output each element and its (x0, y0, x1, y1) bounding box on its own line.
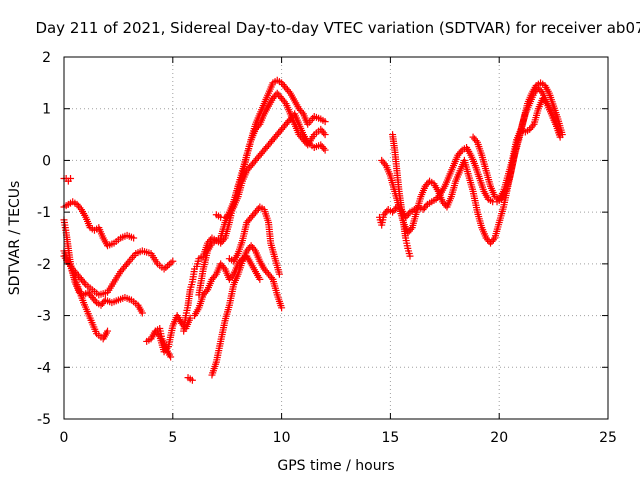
data-point-track-j (320, 144, 328, 152)
data-point-track-o (405, 210, 413, 218)
data-point-track-r (529, 122, 537, 130)
x-tick-label: 5 (168, 430, 177, 446)
y-tick-label: -4 (37, 360, 51, 376)
data-point-track-o (422, 202, 430, 210)
data-point-track-m (202, 287, 210, 295)
data-point-track-d (138, 309, 146, 317)
data-point-track-j (321, 146, 329, 154)
data-point-track-r (556, 133, 564, 141)
chart-title: Day 211 of 2021, Sidereal Day-to-day VTE… (35, 19, 640, 37)
data-point-track-i (281, 98, 289, 106)
data-point-track-p (489, 236, 497, 244)
data-point-track-b (104, 327, 112, 335)
axis-ticks: 0 5 10 15 20 25 -5 -4 -3 -2 -1 0 1 2 (37, 50, 617, 446)
data-point-track-m (256, 275, 264, 283)
x-tick-label: 25 (599, 430, 617, 446)
data-point-track-m (237, 256, 245, 264)
data-point-track-p (407, 225, 415, 233)
data-point-track-k (267, 274, 275, 282)
grid-lines (64, 57, 608, 419)
x-tick-label: 15 (381, 430, 399, 446)
data-point-track-l (275, 270, 283, 278)
data-point-track-c (130, 234, 138, 242)
data-point-track-i (321, 131, 329, 139)
data-point-track-e (67, 175, 75, 183)
data-point-track-o (457, 148, 465, 156)
data-point-track-k (278, 304, 286, 312)
data-point-track-a (80, 279, 88, 287)
plot-frame (63, 56, 609, 420)
data-point-track-g (167, 353, 175, 361)
data-point-track-h (298, 108, 306, 116)
data-point-track-q (406, 252, 414, 260)
data-point-track-i (254, 122, 262, 130)
data-point-track-h (285, 87, 293, 95)
x-tick-label: 0 (60, 430, 69, 446)
x-tick-label: 10 (273, 430, 291, 446)
y-axis-label: SDTVAR / TECUs (7, 181, 23, 296)
data-point-track-h (321, 118, 329, 126)
y-tick-label: 1 (42, 102, 51, 118)
data-point-track-k (250, 245, 258, 253)
data-point-track-r (472, 137, 480, 145)
y-tick-label: 0 (42, 153, 51, 169)
x-tick-label: 20 (490, 430, 508, 446)
y-tick-label: -2 (37, 257, 51, 273)
data-point-track-m (211, 272, 219, 280)
data-point-track-p (537, 87, 545, 95)
y-tick-label: -1 (37, 205, 51, 221)
data-point-track-m (228, 272, 236, 280)
data-point-track-p (381, 160, 389, 168)
data-point-track-r (542, 98, 550, 106)
data-point-track-a (124, 259, 132, 267)
data-point-track-d (91, 297, 99, 305)
data-point-track-i (320, 129, 328, 137)
data-point-track-m (220, 263, 228, 271)
y-tick-label: 2 (42, 50, 51, 66)
data-point-track-a (169, 257, 177, 265)
y-tick-label: -5 (37, 412, 51, 428)
data-point-track-n (188, 376, 196, 384)
y-tick-label: -3 (37, 309, 51, 325)
data-point-track-c (76, 204, 84, 212)
x-axis-label: GPS time / hours (277, 458, 394, 474)
